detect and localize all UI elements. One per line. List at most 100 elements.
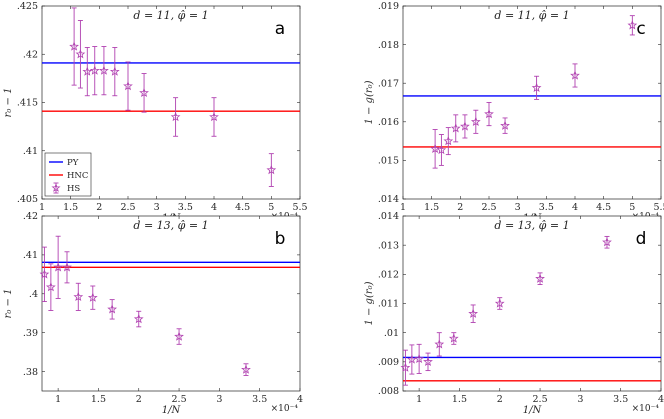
- y-axis-label: r₀ − 1: [3, 88, 14, 118]
- x-tick-label: 4: [658, 394, 664, 405]
- data-point: [470, 116, 481, 126]
- y-axis-label: 1 − g(r₀): [364, 281, 375, 325]
- data-point: [45, 282, 56, 292]
- data-point: [87, 292, 98, 302]
- data-point: [400, 362, 411, 372]
- y-axis-label: 1 − g(r₀): [364, 80, 375, 124]
- y-tick-label: .019: [378, 1, 399, 12]
- legend-label: HS: [67, 184, 80, 194]
- panel-letter: b: [275, 229, 286, 249]
- y-tick-label: .013: [378, 240, 399, 251]
- x-tick-label: 5: [629, 202, 635, 213]
- x-tick-label: 1: [55, 394, 61, 405]
- panel-a: 11.522.533.544.555.5.405.41.415.42.425×1…: [3, 1, 308, 224]
- data-point: [107, 304, 118, 314]
- x-tick-label: 3.5: [252, 394, 267, 405]
- data-point: [450, 123, 461, 133]
- panel-b: 1 1.5 2 2.5 3 3.5 4 .38 .39 .4 .41 .42 ×10⁻⁴ 1/N r₀ − …: [3, 211, 303, 416]
- x-tick-label: 4.5: [235, 202, 250, 213]
- x-tick-label: 2: [136, 394, 142, 405]
- y-tick-label: .014: [378, 194, 399, 205]
- x-axis-label: 1/N: [162, 405, 182, 416]
- data-point: [75, 49, 86, 59]
- x-tick-label: 1.5: [424, 202, 439, 213]
- panel-title: d = 13, φ̂ = 1: [494, 219, 569, 232]
- x-tick-label: 3: [154, 202, 160, 213]
- y-tick-label: .008: [378, 386, 399, 397]
- data-point: [570, 70, 580, 80]
- y-tick-label: .42: [23, 49, 38, 60]
- x-tick-label: 5.5: [292, 202, 307, 213]
- x-tick-label: 4: [572, 202, 578, 213]
- data-point: [99, 65, 109, 75]
- data-point: [82, 66, 93, 76]
- x-tick-label: 3: [216, 394, 222, 405]
- data-point: [531, 82, 542, 92]
- data-point: [436, 144, 447, 155]
- x-tick-label: 2: [457, 202, 463, 213]
- data-point: [500, 120, 510, 130]
- y-tick-label: .01: [384, 328, 399, 339]
- data-point: [39, 269, 50, 279]
- x-tick-label: 2: [497, 394, 503, 405]
- y-tick-label: .38: [23, 367, 38, 378]
- data-point: [468, 308, 479, 318]
- x-tick-label: 3.5: [613, 394, 628, 405]
- x-tick-label: 1: [400, 202, 406, 213]
- data-point: [430, 143, 440, 153]
- data-point: [434, 339, 445, 349]
- x-multiplier: ×10⁻⁴: [271, 404, 299, 414]
- data-point: [73, 291, 84, 302]
- axes-box: [402, 215, 662, 392]
- y-tick-label: .4: [29, 289, 38, 300]
- data-point: [174, 331, 184, 341]
- y-tick-label: .016: [378, 117, 399, 128]
- data-point: [414, 353, 425, 364]
- data-point: [494, 298, 505, 308]
- axes-box: [41, 215, 301, 392]
- x-tick-label: 2: [96, 202, 102, 213]
- x-tick-label: 2.5: [120, 202, 135, 213]
- data-point: [241, 364, 251, 374]
- data-point: [460, 121, 470, 131]
- x-tick-label: 4: [211, 202, 217, 213]
- data-point: [139, 87, 149, 98]
- data-point: [109, 66, 120, 76]
- panel-letter: d: [636, 229, 647, 249]
- data-point: [535, 273, 545, 283]
- x-tick-label: 1.5: [452, 394, 467, 405]
- data-point: [406, 354, 417, 364]
- y-tick-label: .41: [23, 250, 38, 261]
- panel-title: d = 11, φ̂ = 1: [494, 9, 569, 22]
- axes-box: [402, 5, 662, 200]
- data-point: [53, 262, 64, 272]
- x-tick-label: 1.5: [91, 394, 106, 405]
- data-point: [266, 164, 277, 175]
- data-point: [627, 20, 638, 30]
- x-tick-label: 2.5: [481, 202, 496, 213]
- panel-c: 1 1.5 2 2.5 3 3.5 4 4.5 5 5.5 .014 .015 .016 .017 .018…: [364, 1, 664, 224]
- x-tick-label: 3: [577, 394, 583, 405]
- x-tick-label: 3.5: [539, 202, 554, 213]
- panel-d: 1 1.5 2 2.5 3 3.5 4 .008 .009 .01 .011 .012 .013 .014…: [364, 211, 664, 416]
- x-tick-label: 5: [268, 202, 274, 213]
- panel-letter: c: [636, 19, 645, 39]
- x-tick-label: 2.5: [172, 394, 187, 405]
- x-axis-label: 1/N: [523, 405, 543, 416]
- y-axis-label: r₀ − 1: [3, 289, 14, 319]
- data-point: [448, 333, 459, 343]
- x-tick-label: 1.5: [63, 202, 78, 213]
- data-point: [484, 108, 494, 119]
- data-point: [602, 237, 612, 247]
- y-tick-label: .017: [378, 78, 399, 89]
- legend-marker: [51, 183, 61, 192]
- data-point: [69, 41, 79, 51]
- x-tick-label: 2.5: [533, 394, 548, 405]
- y-tick-label: .42: [23, 211, 38, 222]
- x-multiplier: ×10⁻⁴: [632, 404, 660, 414]
- y-tick-label: .018: [378, 40, 399, 51]
- y-tick-label: .012: [378, 270, 399, 281]
- y-tick-label: .405: [17, 194, 38, 205]
- y-tick-label: .015: [378, 156, 399, 167]
